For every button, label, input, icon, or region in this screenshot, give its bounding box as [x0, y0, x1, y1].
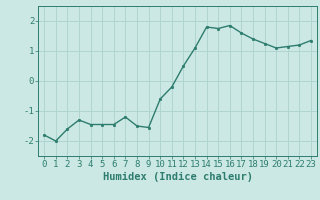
X-axis label: Humidex (Indice chaleur): Humidex (Indice chaleur): [103, 172, 252, 182]
